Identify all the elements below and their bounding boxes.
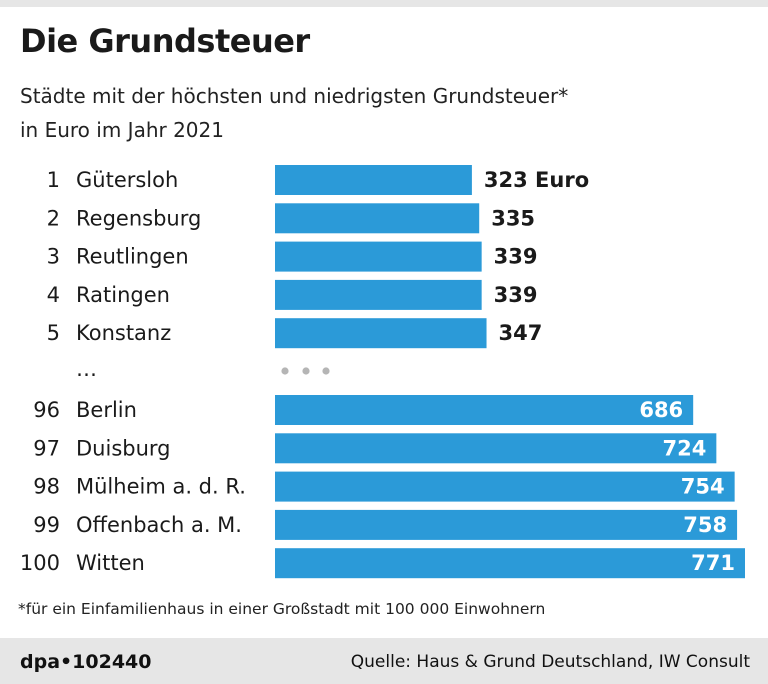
gap-dot xyxy=(302,367,310,375)
gap-dot xyxy=(281,367,289,375)
bar-chart: 1 Gütersloh 323 Euro 2 Regensburg 335 3 Reutlin… xyxy=(20,165,745,579)
dpa-credit: dpa•102440 xyxy=(20,651,152,673)
subtitle-line-2: in Euro im Jahr 2021 xyxy=(20,118,224,142)
rank-label: 2 xyxy=(47,206,60,230)
rank-label: 97 xyxy=(33,436,60,460)
rank-label: 3 xyxy=(47,245,60,269)
city-label: Regensburg xyxy=(76,206,201,230)
value-label: 686 xyxy=(639,398,683,422)
city-label: Berlin xyxy=(76,398,137,422)
bar xyxy=(275,241,482,272)
rank-label: 96 xyxy=(33,398,60,422)
bar xyxy=(275,203,480,234)
value-label: 754 xyxy=(681,475,725,499)
subtitle-line-1: Städte mit der höchsten und niedrigsten … xyxy=(20,84,569,108)
value-label: 347 xyxy=(499,321,543,345)
city-label: Konstanz xyxy=(76,321,171,345)
source-note: Quelle: Haus & Grund Deutschland, IW Con… xyxy=(350,652,750,672)
city-label: Offenbach a. M. xyxy=(76,513,242,537)
footer-bar: dpa•102440 Quelle: Haus & Grund Deutschl… xyxy=(0,638,768,684)
city-label: Gütersloh xyxy=(76,168,178,192)
city-label: Reutlingen xyxy=(76,245,189,269)
gap-dot xyxy=(322,367,330,375)
city-label: Ratingen xyxy=(76,283,170,307)
rank-label: 1 xyxy=(47,168,60,192)
city-label: Witten xyxy=(76,551,145,575)
top-rule xyxy=(0,0,768,7)
bar xyxy=(275,318,487,349)
bar xyxy=(275,471,735,502)
bar xyxy=(275,279,482,310)
value-label: 724 xyxy=(663,436,707,460)
chart-title: Die Grundsteuer xyxy=(20,22,310,60)
bar xyxy=(275,548,745,579)
value-label: 339 xyxy=(494,283,538,307)
bar xyxy=(275,165,472,195)
gap-ellipsis: … xyxy=(76,357,97,381)
rank-label: 98 xyxy=(33,475,60,499)
value-label: 758 xyxy=(683,513,727,537)
value-label: 323 Euro xyxy=(484,168,589,192)
rank-label: 100 xyxy=(20,551,60,575)
rank-label: 5 xyxy=(47,321,60,345)
value-label: 339 xyxy=(494,245,538,269)
city-label: Mülheim a. d. R. xyxy=(76,475,246,499)
value-label: 771 xyxy=(691,551,735,575)
city-label: Duisburg xyxy=(76,436,171,460)
chart-subtitle: Städte mit der höchsten und niedrigsten … xyxy=(20,79,720,147)
value-label: 335 xyxy=(491,206,535,230)
rank-label: 4 xyxy=(47,283,60,307)
bar xyxy=(275,395,694,425)
bar xyxy=(275,433,717,464)
bar xyxy=(275,509,738,540)
footnote: *für ein Einfamilienhaus in einer Großst… xyxy=(18,600,546,618)
rank-label: 99 xyxy=(33,513,60,537)
